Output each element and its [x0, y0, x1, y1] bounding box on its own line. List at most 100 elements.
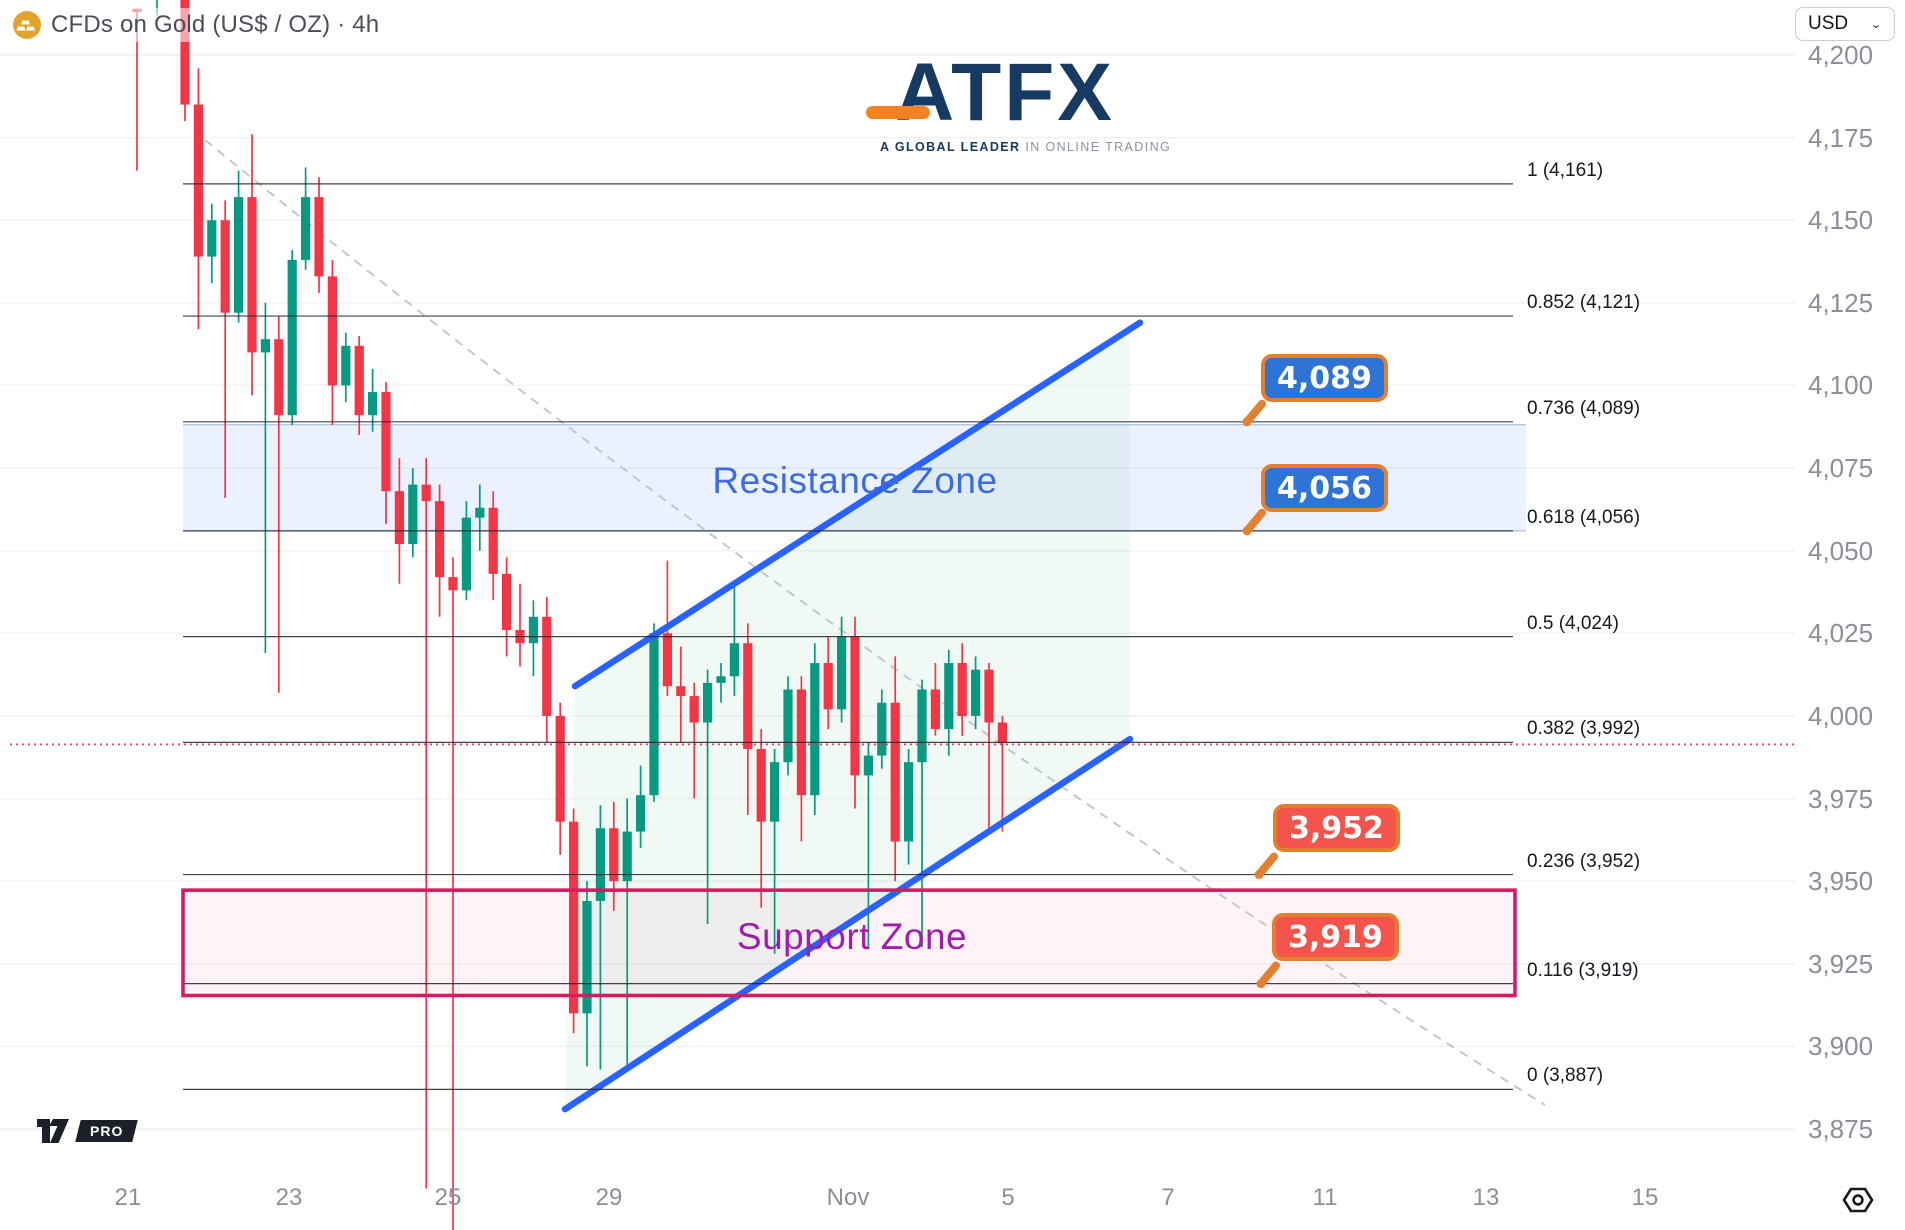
- support-zone-border: [181, 888, 1517, 998]
- y-axis-label-3,975: 3,975: [1808, 783, 1874, 814]
- candle-body: [220, 220, 230, 313]
- channel-lower-line: [561, 735, 1134, 1113]
- candle-body: [421, 484, 431, 502]
- x-axis-label-21: 21: [114, 1184, 142, 1211]
- candle-body: [609, 828, 619, 882]
- candle-body: [555, 715, 565, 822]
- candle-body: [569, 821, 579, 1014]
- price-callout-4089[interactable]: 4,089: [1261, 354, 1388, 402]
- candle-body: [810, 663, 820, 796]
- candle-body: [314, 197, 324, 277]
- candle-body: [863, 755, 873, 776]
- candle-body: [528, 616, 538, 644]
- candle-body: [743, 643, 753, 749]
- fib-label-0.852: 0.852 (4,121): [1527, 292, 1641, 314]
- candle-body: [595, 828, 605, 901]
- gold-bars-icon: [13, 11, 41, 39]
- chevron-down-icon: ⌄: [1870, 17, 1882, 30]
- y-axis-label-4,000: 4,000: [1808, 700, 1874, 731]
- fib-label-0.382: 0.382 (3,992): [1527, 718, 1641, 740]
- symbol-title: CFDs on Gold (US$ / OZ) · 4h: [51, 11, 380, 38]
- callout-anchor-dot: [1256, 979, 1266, 989]
- candle-body: [850, 636, 860, 776]
- candle-body: [877, 702, 887, 756]
- settings-gear-icon[interactable]: [1840, 1182, 1876, 1218]
- candle-body: [944, 663, 954, 730]
- candle-body: [475, 507, 485, 518]
- candle-body: [930, 689, 940, 730]
- callout-anchor-dot: [1242, 526, 1252, 536]
- candle-body: [435, 501, 445, 578]
- x-axis-label-5: 5: [1001, 1184, 1015, 1211]
- fib-label-0: 0 (3,887): [1527, 1065, 1604, 1087]
- candle-body: [636, 795, 646, 832]
- candle-body: [823, 663, 833, 710]
- candle-body: [689, 696, 699, 723]
- price-callout-4056[interactable]: 4,056: [1261, 464, 1388, 512]
- candle-body: [716, 676, 726, 683]
- y-axis-label-4,100: 4,100: [1808, 370, 1874, 401]
- tradingview-icon: [37, 1119, 69, 1143]
- y-axis-label-3,925: 3,925: [1808, 948, 1874, 979]
- candle-body: [984, 669, 994, 723]
- x-axis-label-13: 13: [1472, 1184, 1500, 1211]
- x-axis-label-7: 7: [1161, 1184, 1175, 1211]
- candle-body: [904, 762, 914, 842]
- candle-body: [957, 663, 967, 716]
- y-axis-label-4,150: 4,150: [1808, 205, 1874, 236]
- candle-body: [783, 689, 793, 763]
- atfx-logo: ATFX A GLOBAL LEADER IN ONLINE TRADING: [866, 50, 1170, 154]
- candle-body: [341, 345, 351, 386]
- candle-body: [582, 900, 592, 1014]
- y-axis-label-4,125: 4,125: [1808, 287, 1874, 318]
- resistance-zone-label[interactable]: Resistance Zone: [712, 460, 998, 501]
- candle-body: [260, 339, 270, 353]
- channel-upper-line: [571, 319, 1144, 690]
- price-callout-3919[interactable]: 3,919: [1272, 913, 1399, 961]
- candle-body: [381, 392, 391, 492]
- y-axis-label-3,900: 3,900: [1808, 1031, 1874, 1062]
- price-callout-3952[interactable]: 3,952: [1273, 804, 1400, 852]
- callout-anchor-dot: [1254, 870, 1264, 880]
- y-axis-label-4,050: 4,050: [1808, 535, 1874, 566]
- atfx-orange-bar: [866, 106, 930, 119]
- candle-body: [247, 197, 257, 353]
- candle-body: [542, 616, 552, 716]
- candle-body: [327, 276, 337, 386]
- candle-body: [756, 748, 766, 822]
- callout-anchor-dot: [1242, 417, 1252, 427]
- fib-label-0.116: 0.116 (3,919): [1527, 959, 1639, 981]
- support-zone-label[interactable]: Support Zone: [736, 916, 968, 957]
- candle-body: [394, 491, 404, 545]
- fib-label-0.236: 0.236 (3,952): [1527, 850, 1641, 872]
- candle-body: [234, 197, 244, 313]
- descending-dashed-trendline: [204, 139, 1546, 1106]
- candle-body: [676, 686, 686, 697]
- tradingview-logo[interactable]: PRO: [36, 1118, 139, 1144]
- y-axis-label-3,875: 3,875: [1808, 1113, 1874, 1144]
- candle-body: [408, 484, 418, 545]
- candle-body: [649, 633, 659, 796]
- candle-body: [662, 633, 672, 687]
- candle-body: [488, 507, 498, 574]
- candle-body: [287, 259, 297, 416]
- candle-body: [622, 831, 632, 882]
- y-axis-label-4,175: 4,175: [1808, 122, 1874, 153]
- currency-value: USD: [1808, 13, 1849, 34]
- y-axis-label-4,200: 4,200: [1808, 40, 1874, 70]
- candle-body: [703, 682, 713, 723]
- candle-body: [917, 689, 927, 763]
- currency-dropdown[interactable]: USD ⌄: [1795, 7, 1895, 41]
- x-axis-label-15: 15: [1631, 1184, 1659, 1211]
- candle-body: [274, 339, 284, 416]
- candle-body: [193, 104, 203, 257]
- fib-label-0.5: 0.5 (4,024): [1527, 612, 1619, 634]
- channel-fill: [565, 329, 1130, 1110]
- x-axis-label-11: 11: [1312, 1184, 1338, 1211]
- candle-body: [448, 577, 458, 591]
- candle-body: [461, 517, 471, 591]
- candle-body: [997, 722, 1007, 743]
- x-axis-label-Nov: Nov: [826, 1184, 870, 1211]
